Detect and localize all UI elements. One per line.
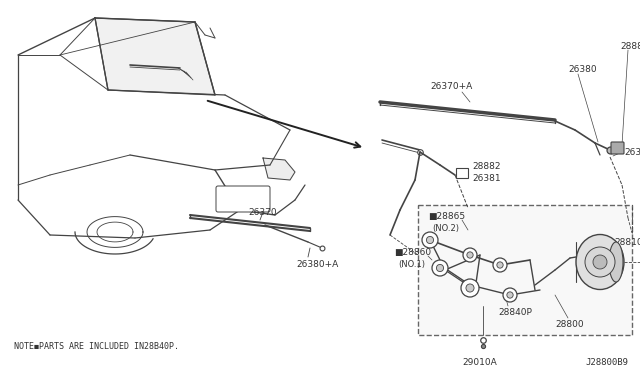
Text: 26380+A: 26380+A <box>296 260 339 269</box>
Text: J28800B9: J28800B9 <box>585 358 628 367</box>
FancyBboxPatch shape <box>216 186 270 212</box>
Ellipse shape <box>576 234 624 289</box>
Text: 28882: 28882 <box>620 42 640 51</box>
Circle shape <box>436 264 444 272</box>
Text: 28800: 28800 <box>555 320 584 329</box>
Circle shape <box>493 258 507 272</box>
Text: 28810: 28810 <box>614 238 640 247</box>
Circle shape <box>432 260 448 276</box>
Circle shape <box>467 252 473 258</box>
Circle shape <box>507 292 513 298</box>
Text: ■28865: ■28865 <box>428 212 465 221</box>
Text: (NO.1): (NO.1) <box>398 260 425 269</box>
Text: 26370: 26370 <box>248 208 276 217</box>
Text: 26380: 26380 <box>568 65 596 74</box>
FancyBboxPatch shape <box>611 142 624 154</box>
Circle shape <box>585 247 615 277</box>
Polygon shape <box>263 158 295 180</box>
Circle shape <box>497 262 503 268</box>
Polygon shape <box>95 18 215 95</box>
Circle shape <box>426 236 434 244</box>
Circle shape <box>503 288 517 302</box>
Text: ■28860: ■28860 <box>394 248 431 257</box>
Text: 28840P: 28840P <box>498 308 532 317</box>
Text: NOTE◼PARTS ARE INCLUDED IN28B40P.: NOTE◼PARTS ARE INCLUDED IN28B40P. <box>14 342 179 351</box>
Circle shape <box>466 284 474 292</box>
Text: 28882: 28882 <box>472 162 500 171</box>
Text: (NO.2): (NO.2) <box>432 224 459 233</box>
Text: 26381: 26381 <box>472 174 500 183</box>
FancyBboxPatch shape <box>418 205 632 335</box>
Text: 29010A: 29010A <box>462 358 497 367</box>
Circle shape <box>461 279 479 297</box>
Text: 26370+A: 26370+A <box>430 82 472 91</box>
Bar <box>456 168 468 178</box>
Circle shape <box>463 248 477 262</box>
Circle shape <box>593 255 607 269</box>
Ellipse shape <box>609 242 623 282</box>
Text: 26381: 26381 <box>624 148 640 157</box>
Circle shape <box>422 232 438 248</box>
